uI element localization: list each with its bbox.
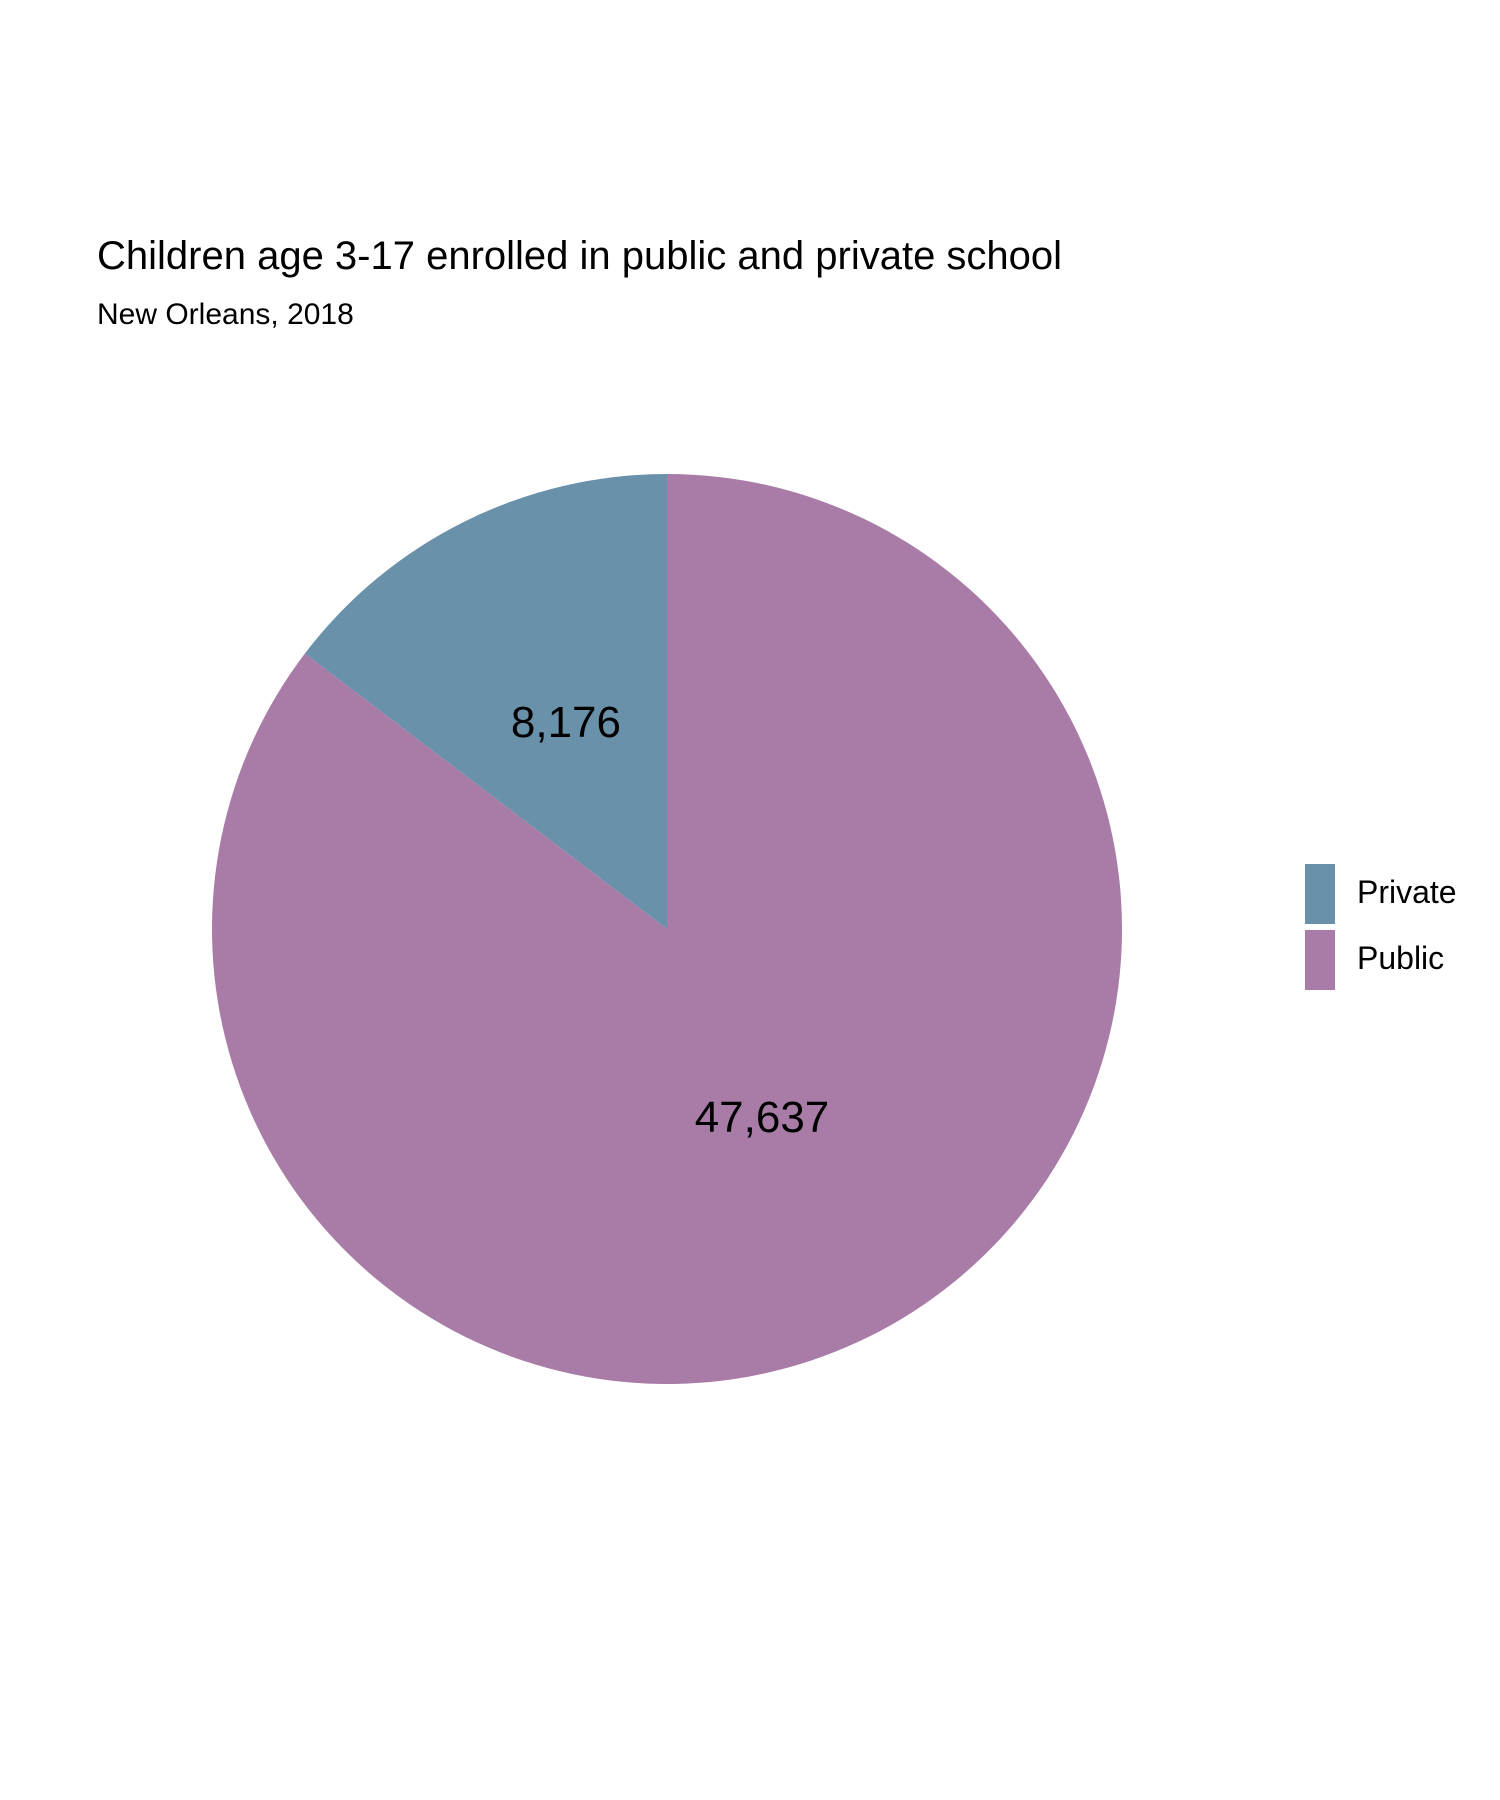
slice-label-private: 8,176 (511, 698, 621, 747)
pie-slice-private (304, 474, 667, 929)
legend-label-private: Private (1357, 874, 1457, 910)
legend-label-public: Public (1357, 940, 1445, 976)
legend-swatch-private (1305, 864, 1335, 924)
legend-swatch-public (1305, 930, 1335, 990)
slice-label-public: 47,637 (695, 1093, 830, 1142)
chart-subtitle: New Orleans, 2018 (97, 298, 354, 331)
chart-title: Children age 3-17 enrolled in public and… (97, 234, 1063, 278)
pie-slice-public (211, 474, 1123, 1384)
